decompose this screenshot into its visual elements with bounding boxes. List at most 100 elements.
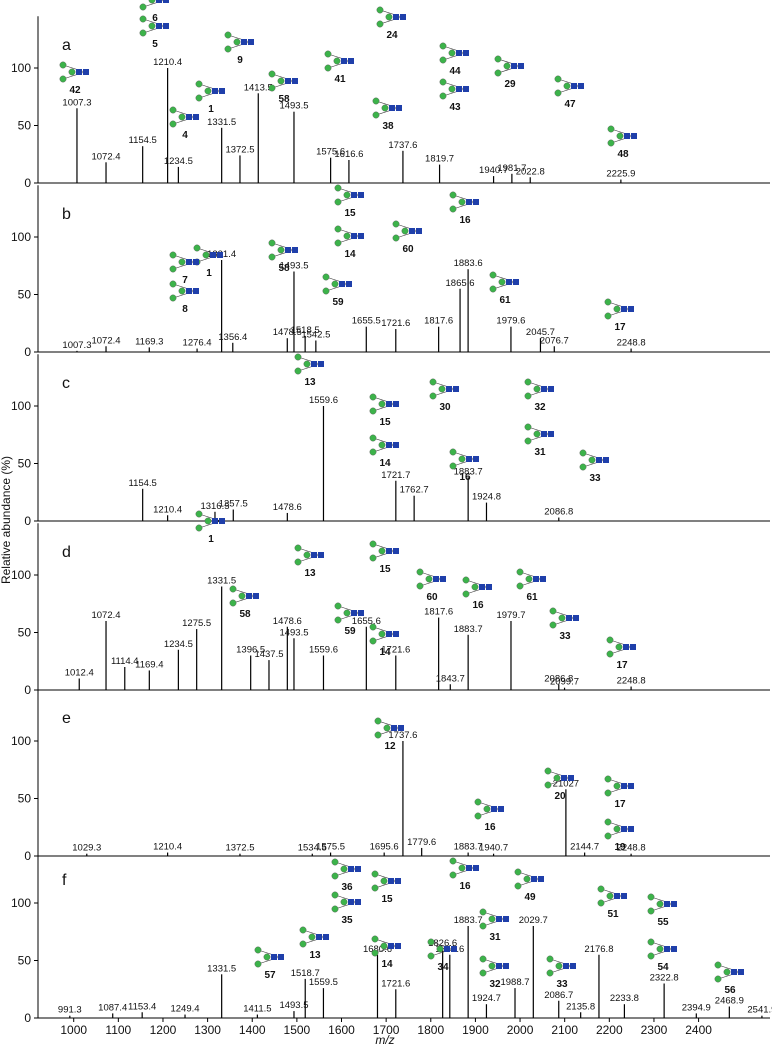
y-tick-label: 0	[24, 176, 31, 190]
glycan-number: 16	[459, 881, 471, 892]
glcnac	[156, 0, 162, 3]
peak-label: 1721.7	[381, 470, 410, 481]
mannose	[416, 568, 424, 576]
mannose	[331, 872, 339, 880]
glycan-icon	[371, 870, 401, 892]
mannose	[425, 575, 433, 583]
glycan-number: 57	[264, 970, 276, 981]
glycan-icon	[322, 273, 352, 295]
glycan-number: 14	[379, 647, 391, 658]
mannose	[195, 524, 203, 532]
peak-label: 2233.8	[610, 993, 639, 1004]
peak-label: 1559.6	[309, 395, 338, 406]
glcnac	[351, 610, 357, 616]
mannose	[334, 616, 342, 624]
mannose	[544, 767, 552, 775]
peak-label: 1680.6	[363, 944, 392, 955]
y-tick-label: 0	[24, 514, 31, 528]
peak-label: 1153.4	[128, 1001, 156, 1012]
peak-label: 1817.6	[424, 316, 453, 327]
peak-label: 1819.7	[425, 154, 454, 165]
peak-label: 2086.8	[544, 673, 573, 684]
mannose	[202, 251, 210, 259]
peak-label: 1357.5	[219, 499, 248, 510]
peak-label: 1411.5	[243, 1004, 271, 1015]
glcnac	[83, 69, 89, 75]
x-tick-label: 1300	[194, 1023, 221, 1037]
peak-label: 2086.7	[544, 990, 573, 1001]
y-tick-label: 50	[18, 288, 32, 302]
glcnac	[533, 576, 539, 582]
glcnac	[621, 783, 627, 789]
glycan-number: 58	[278, 263, 290, 274]
glycan-number: 14	[381, 959, 393, 970]
x-tick-label: 1600	[328, 1023, 355, 1037]
mannose	[429, 392, 437, 400]
mannose	[429, 378, 437, 386]
mannose	[588, 456, 596, 464]
mannose	[374, 731, 382, 739]
glycan-icon	[254, 946, 284, 968]
glycan-number: 32	[489, 979, 501, 990]
glcnac	[395, 878, 401, 884]
x-tick-label: 1700	[373, 1023, 400, 1037]
glycan-number: 38	[382, 121, 394, 132]
glcnac	[219, 88, 225, 94]
glcnac	[573, 615, 579, 621]
mannose	[514, 868, 522, 876]
peak-label: 1249.4	[170, 1004, 199, 1015]
peak-label: 1575.5	[316, 842, 345, 853]
glcnac	[76, 69, 82, 75]
glycan-number: 51	[607, 909, 619, 920]
peak-label: 1169.4	[135, 659, 163, 670]
glcnac	[318, 361, 324, 367]
glcnac	[285, 247, 291, 253]
glycan-number: 58	[278, 94, 290, 105]
mannose	[439, 42, 447, 50]
mannose	[604, 832, 612, 840]
mannose	[479, 955, 487, 963]
glycan-icon	[369, 434, 399, 456]
glycan-icon	[546, 955, 576, 977]
glycan-icon	[449, 191, 479, 213]
mannose	[224, 45, 232, 53]
mannose	[178, 113, 186, 121]
x-tick-label: 2000	[507, 1023, 534, 1037]
peak-label: 2248.8	[617, 676, 646, 687]
mannose	[195, 80, 203, 88]
mannose	[604, 775, 612, 783]
peak-label: 1276.4	[183, 338, 212, 349]
peak-label: 1883.6	[454, 258, 483, 269]
mannose	[369, 407, 377, 415]
mannose	[613, 782, 621, 790]
y-tick-label: 100	[11, 896, 31, 910]
glcnac	[503, 916, 509, 922]
mannose	[268, 253, 276, 261]
glycan-icon	[462, 576, 492, 598]
glycan-icon	[334, 602, 364, 624]
peak-label: 2022.8	[516, 166, 545, 177]
mannose	[458, 864, 466, 872]
glcnac	[731, 969, 737, 975]
mannose	[479, 922, 487, 930]
mannose	[516, 582, 524, 590]
peak-label: 2144.7	[570, 842, 599, 853]
peak-label: 2029.7	[519, 915, 548, 926]
mannose	[169, 120, 177, 128]
glycan-number: 15	[344, 208, 356, 219]
peak-label: 1924.8	[472, 492, 501, 503]
peak-label: 1940.7	[479, 165, 508, 176]
mannose	[331, 280, 339, 288]
glcnac	[212, 518, 218, 524]
glcnac	[473, 865, 479, 871]
mannose	[139, 29, 147, 37]
mannose	[488, 915, 496, 923]
glcnac	[548, 386, 554, 392]
mannose	[254, 960, 262, 968]
peak-label: 2086.8	[544, 507, 573, 518]
mannose	[59, 61, 67, 69]
glycan-number: 14	[344, 249, 356, 260]
mannose	[169, 251, 177, 259]
glycan-icon	[474, 798, 504, 820]
mannose	[169, 265, 177, 273]
